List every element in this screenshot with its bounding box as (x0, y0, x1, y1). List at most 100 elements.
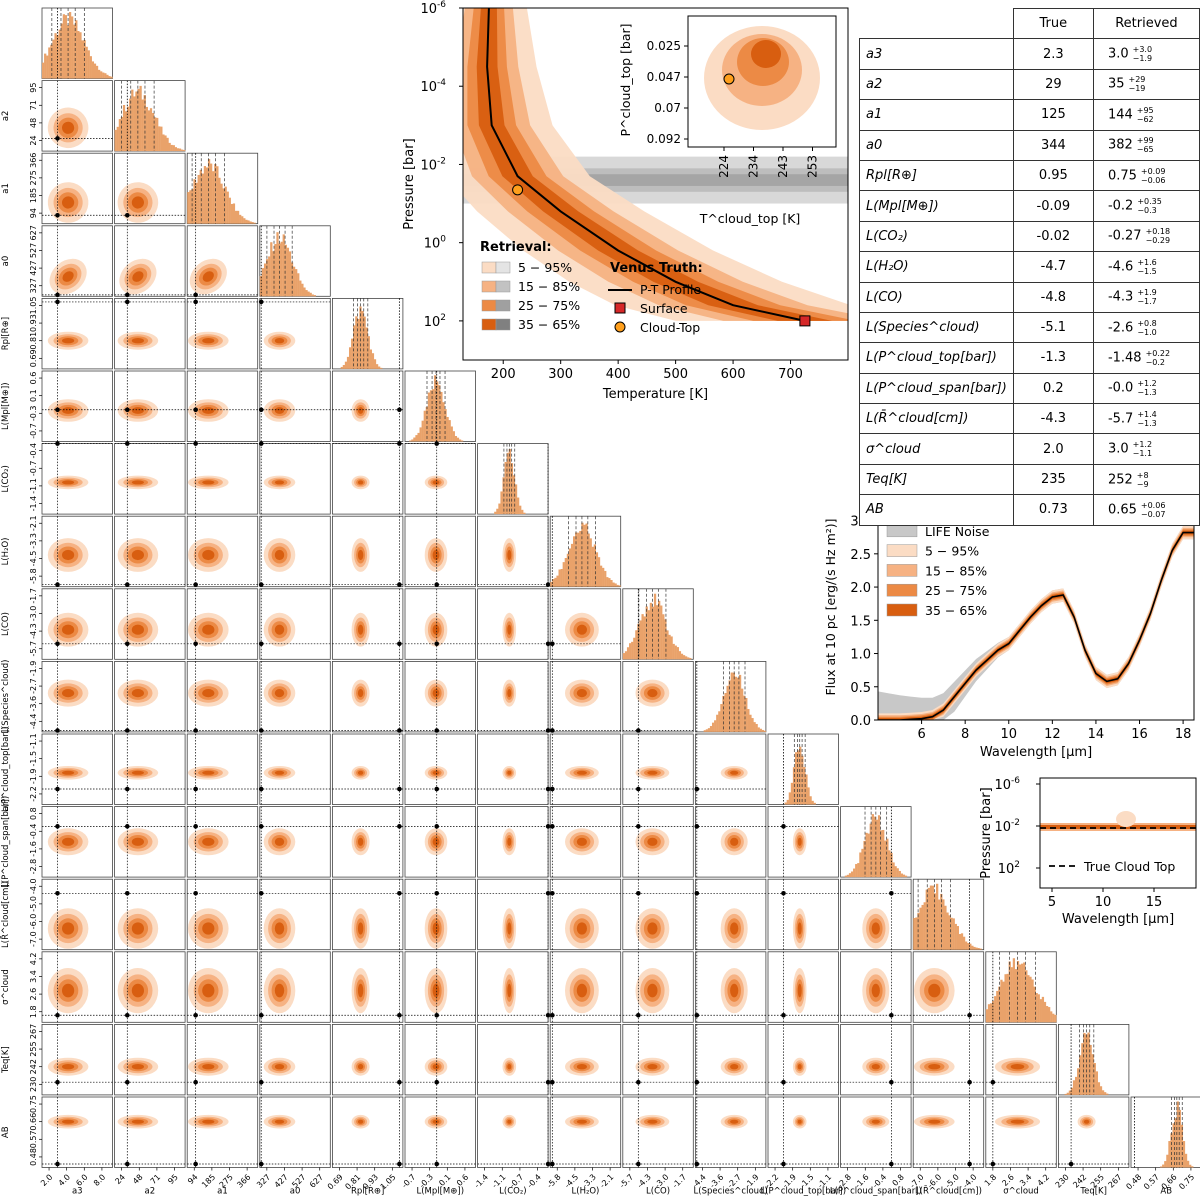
truth-point (124, 1161, 130, 1167)
truth-point (124, 1079, 130, 1085)
y-axis-label: L(R̄^cloud[cm]) (0, 881, 11, 948)
corner-panel-frame (477, 1096, 549, 1168)
retrieved-value: 144 +95 −62 (1092, 99, 1200, 131)
histogram-bar (1099, 1086, 1103, 1095)
histogram-bar (1095, 1071, 1098, 1095)
histogram-bar (599, 565, 603, 587)
histogram-bar (728, 680, 731, 732)
x-axis-label: Teq[K] (1079, 1187, 1107, 1197)
histogram-bar (216, 166, 219, 224)
contour-group (720, 968, 748, 1014)
x-axis-label: L(Mpl[M⊕]) (416, 1187, 464, 1197)
x-axis-label: Wavelength [μm] (1062, 912, 1174, 927)
contour-group (792, 908, 807, 949)
contour-level (647, 922, 658, 935)
histogram-bar (133, 96, 136, 152)
error-down: −19 (1128, 84, 1146, 94)
histogram-bar (1186, 1160, 1190, 1168)
contour-level (202, 922, 215, 935)
histogram-bar (201, 173, 204, 224)
legend-title: Venus Truth: (610, 261, 703, 276)
histogram-bar (243, 218, 246, 224)
histogram-bar (873, 816, 877, 878)
contour-level (131, 196, 144, 209)
histogram-bar (311, 294, 314, 297)
y-tick-label: 0.6 (29, 372, 38, 385)
noise-band (878, 525, 1194, 720)
y-axis-label: L(P^cloud_span[bar]) (1, 796, 11, 888)
x-axis-label: Temperature [K] (602, 387, 708, 402)
contour-level (202, 837, 215, 846)
x-tick-label: 14 (1088, 727, 1105, 742)
histogram-bar (498, 503, 501, 515)
histogram-bar (301, 283, 304, 297)
histogram-bar (589, 538, 592, 587)
contour-level (432, 837, 440, 846)
histogram-bar (923, 902, 926, 950)
histogram-bar (761, 729, 765, 732)
histogram-bar (687, 657, 690, 660)
histogram-bar (1048, 1007, 1051, 1023)
contour-group (117, 766, 159, 780)
histogram-bar (124, 111, 128, 152)
histogram-bar (651, 606, 655, 660)
retrieved-median: 382 (1107, 137, 1133, 153)
y-axis-label: a2 (1, 111, 11, 122)
contour-level (61, 196, 75, 209)
histogram-bar (280, 241, 283, 297)
truth-point (545, 824, 551, 829)
contour-level (432, 1064, 440, 1070)
param-name: Teq[K] (859, 463, 1014, 496)
x-axis-label: L(P^cloud_top[bar]) (760, 1187, 846, 1197)
contour-group (565, 828, 599, 856)
y-tick-label: -0.4 (29, 443, 38, 459)
contour-level (730, 983, 739, 998)
y-tick-label: 527 (29, 243, 38, 258)
truth-point (636, 891, 641, 896)
histogram-bar (1023, 962, 1026, 1023)
histogram-bar (517, 497, 520, 515)
truth-point (550, 641, 555, 647)
contour-level (647, 983, 658, 998)
histogram-bar (960, 933, 964, 950)
histogram-bar (662, 614, 665, 660)
contour-group (117, 538, 159, 572)
histogram-bar (865, 832, 868, 878)
contour-level (647, 770, 658, 775)
legend-label: 15 − 85% (925, 563, 987, 578)
histogram-bar (523, 512, 526, 515)
histogram-bar (1000, 979, 1003, 1023)
cloud-top-marker (512, 184, 524, 196)
contour-group (188, 538, 229, 572)
contour-level (432, 480, 440, 485)
contour-group (720, 1057, 748, 1076)
histogram-bar (431, 389, 435, 442)
contour-level (131, 480, 144, 485)
contour-level (507, 549, 512, 561)
histogram-bar (363, 316, 366, 369)
contour-group (188, 1114, 229, 1129)
histogram-bar (1089, 1044, 1092, 1095)
histogram-bar (660, 605, 663, 660)
contour-group (263, 475, 296, 490)
histogram-bar (272, 251, 275, 297)
truth-point (545, 891, 551, 896)
histogram-bar (562, 562, 565, 587)
y-tick-label: 2.5 (850, 548, 871, 563)
histogram-bar (261, 268, 265, 297)
inset-x-tick-label: 224 (717, 155, 731, 178)
retrieved-errors: +1.2 −1.1 (1133, 440, 1152, 458)
histogram-bar (813, 802, 816, 805)
x-tick-label: 8 (961, 727, 969, 742)
retrieved-median: -4.6 (1107, 259, 1134, 275)
y-axis-label: L(H₂O) (1, 538, 11, 566)
histogram-bar (904, 875, 908, 878)
contour-level (432, 770, 440, 775)
truth-point (258, 1079, 264, 1085)
retrieved-median: 144 (1107, 107, 1133, 123)
histogram-bar (496, 508, 499, 515)
histogram-bar (794, 752, 798, 805)
y-tick-label: -1.1 (29, 478, 38, 494)
contour-group (47, 399, 89, 422)
contour-group (263, 331, 296, 350)
